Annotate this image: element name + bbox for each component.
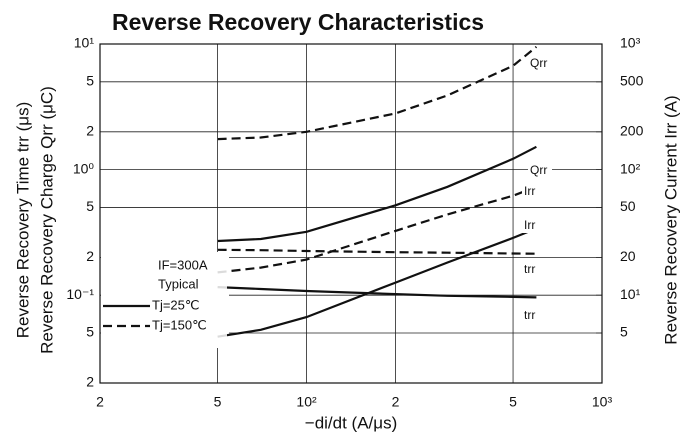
- y2-tick-label: 50: [620, 198, 636, 214]
- y2-tick-label: 10²: [620, 160, 641, 176]
- series-line: [217, 227, 537, 338]
- y2-tick-label: 5: [620, 324, 628, 340]
- y-tick-label: 2: [86, 122, 94, 138]
- y-tick-label: 5: [86, 198, 94, 214]
- y2-tick-label: 500: [620, 73, 644, 89]
- annotation: Typical: [158, 276, 199, 291]
- y-tick-label: 2: [86, 248, 94, 264]
- series-label: Qrr: [530, 163, 547, 177]
- series-line: [217, 45, 538, 141]
- y-tick-label: 10⁰: [73, 160, 95, 176]
- series-label-bg: [522, 218, 546, 233]
- plot-frame: [99, 43, 603, 384]
- series-label-bg: [528, 56, 552, 71]
- series-line: [217, 185, 537, 274]
- y-tick-label: 10⁻¹: [66, 286, 94, 302]
- series-label-bg: [522, 308, 546, 323]
- series-label-bg: [522, 262, 546, 277]
- series-label-bg: [528, 163, 552, 178]
- x-tick-label: 2: [96, 394, 104, 410]
- y-tick-label: 5: [86, 324, 94, 340]
- y2-tick-label: 200: [620, 122, 644, 138]
- x-tick-label: 2: [392, 394, 400, 410]
- x-tick-label: 10²: [296, 394, 317, 410]
- y-axis-label: Reverse Recovery Charge Qrr (μC): [37, 86, 56, 354]
- series-label: Irr: [524, 218, 535, 232]
- series-label: Qrr: [530, 56, 547, 70]
- legend-label: Tj=25℃: [152, 297, 199, 312]
- y2-axis-label: Reverse Recovery Current Irr (A): [661, 95, 680, 344]
- y-tick-label: 10¹: [74, 35, 95, 51]
- x-tick-label: 10³: [592, 394, 613, 410]
- series-line: [217, 248, 537, 255]
- y2-tick-label: 10¹: [620, 286, 641, 302]
- series-line: [217, 286, 537, 299]
- y-tick-label: 2: [86, 374, 94, 390]
- y-tick-label: 5: [86, 73, 94, 89]
- x-axis-label: −di/dt (A/μs): [305, 413, 397, 432]
- y2-tick-label: 20: [620, 248, 636, 264]
- series-label: trr: [524, 308, 535, 322]
- x-tick-label: 5: [214, 394, 222, 410]
- chart-title: Reverse Recovery Characteristics: [112, 9, 484, 35]
- y-axis-label: Reverse Recovery Time trr (μs): [13, 102, 32, 339]
- series-line: [217, 145, 537, 243]
- series-label: Irr: [524, 184, 535, 198]
- series-label-bg: [522, 184, 546, 199]
- y2-tick-label: 10³: [620, 35, 641, 51]
- x-tick-label: 5: [509, 394, 517, 410]
- legend-bg: [101, 252, 227, 348]
- annotation: IF=300A: [158, 257, 208, 272]
- legend-label: Tj=150℃: [152, 317, 207, 332]
- series-label: trr: [524, 262, 535, 276]
